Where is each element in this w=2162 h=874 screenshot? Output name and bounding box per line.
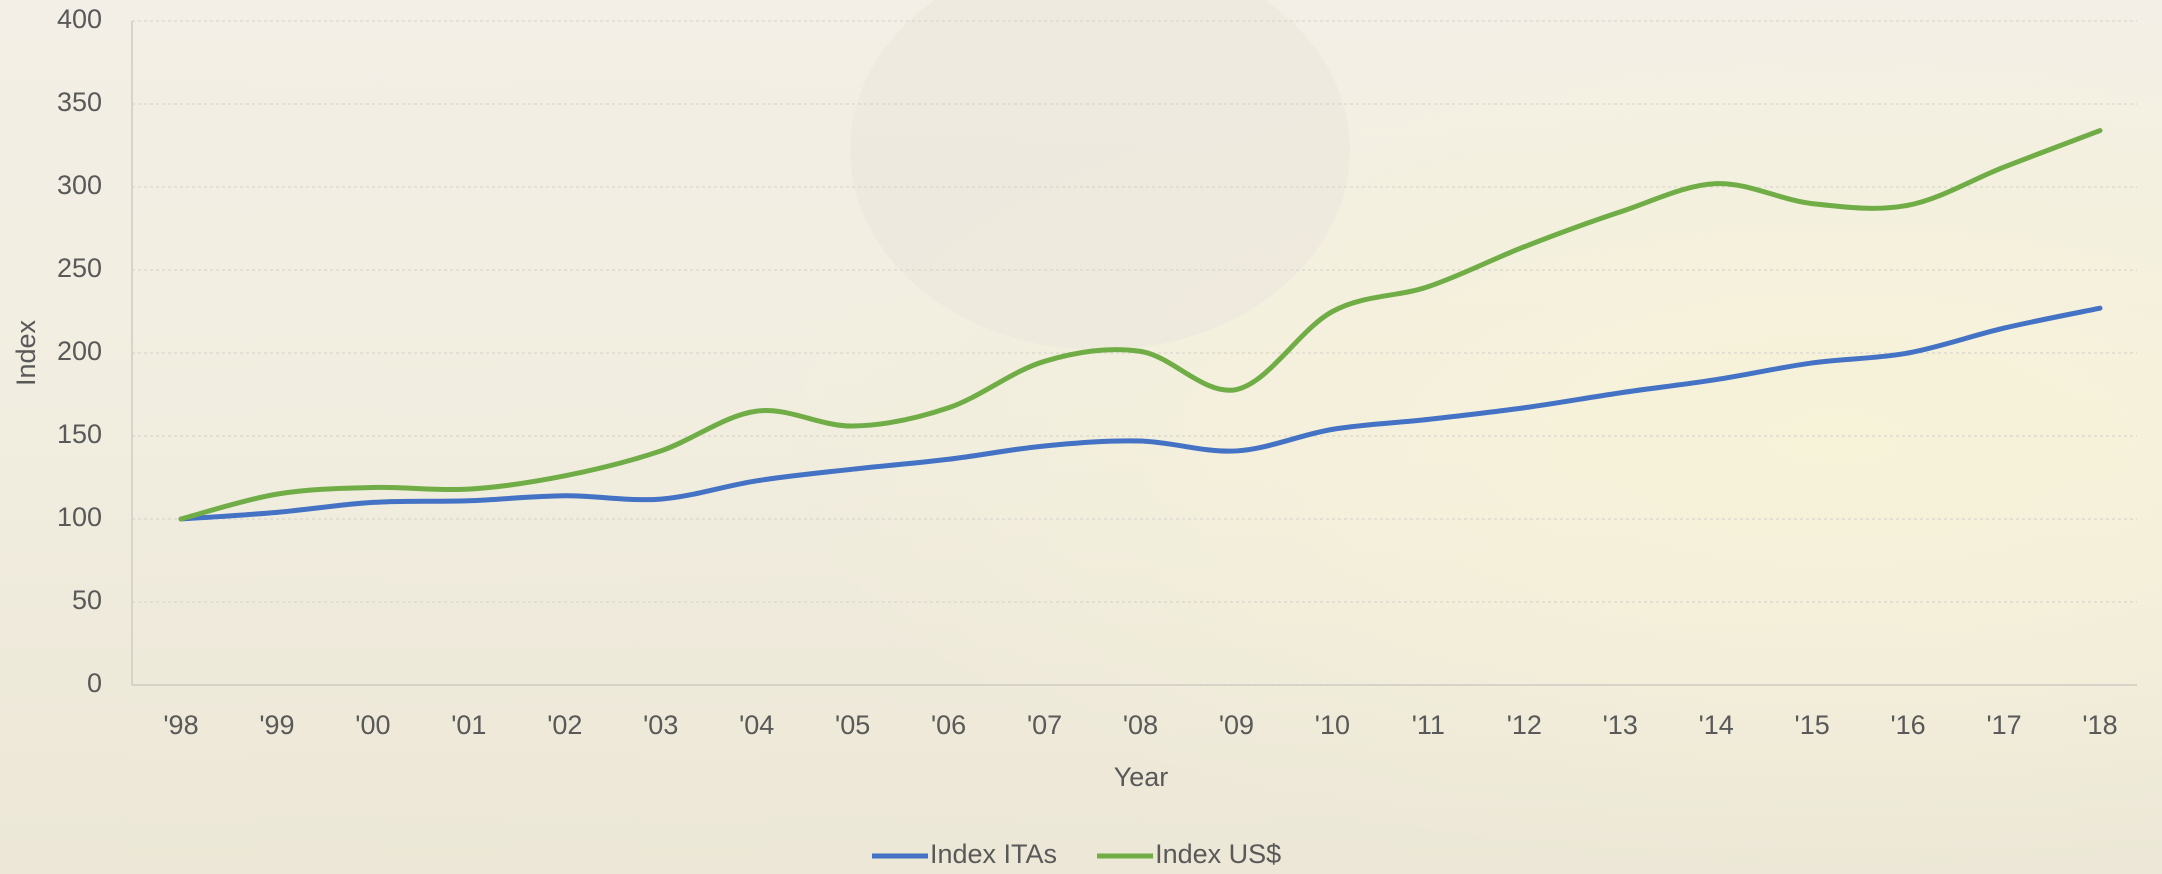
x-tick-label: '10: [1315, 710, 1350, 740]
y-tick-label: 250: [57, 253, 102, 283]
x-tick-label: '00: [355, 710, 390, 740]
y-tick-label: 200: [57, 336, 102, 366]
x-axis-title: Year: [1114, 762, 1169, 792]
page: Index Year 0 50 100 150 200 250 300 350 400 '98 '9…: [0, 0, 2162, 874]
x-tick-label: '15: [1795, 710, 1830, 740]
y-tick-label: 350: [57, 87, 102, 117]
chart: Index Year 0 50 100 150 200 250 300 350 400 '98 '9…: [0, 0, 2162, 874]
x-tick-label: '12: [1507, 710, 1542, 740]
x-tick-label: '13: [1603, 710, 1638, 740]
x-tick-label: '03: [643, 710, 678, 740]
y-axis-title: Index: [11, 319, 41, 386]
x-tick-label: '14: [1699, 710, 1734, 740]
x-tick-label: '06: [931, 710, 966, 740]
x-tick-label: '02: [547, 710, 582, 740]
legend-label: Index US$: [1155, 839, 1281, 869]
x-tick-label: '04: [739, 710, 774, 740]
y-tick-label: 50: [72, 585, 102, 615]
x-tick-label: '11: [1412, 710, 1445, 740]
y-tick-label: 300: [57, 170, 102, 200]
x-tick-label: '98: [163, 710, 198, 740]
x-tick-label: '18: [2082, 710, 2117, 740]
y-tick-label: 400: [57, 4, 102, 34]
x-tick-label: '01: [451, 710, 486, 740]
y-tick-label: 150: [57, 419, 102, 449]
x-tick-label: '05: [835, 710, 870, 740]
y-tick-label: 100: [57, 502, 102, 532]
x-tick-label: '17: [1986, 710, 2021, 740]
x-tick-label: '09: [1219, 710, 1254, 740]
y-tick-label: 0: [87, 668, 102, 698]
x-tick-label: '08: [1123, 710, 1158, 740]
x-tick-label: '07: [1027, 710, 1062, 740]
x-tick-label: '16: [1891, 710, 1926, 740]
x-tick-label: '99: [259, 710, 294, 740]
legend-label: Index ITAs: [930, 839, 1057, 869]
